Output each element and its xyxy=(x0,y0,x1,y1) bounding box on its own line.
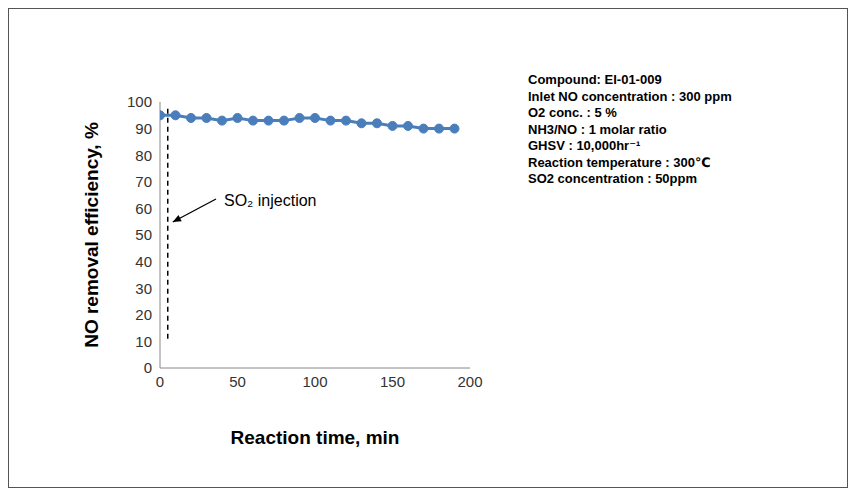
svg-text:lnlet NO concentration : 300 p: lnlet NO concentration : 300 ppm xyxy=(528,89,732,104)
svg-text:80: 80 xyxy=(135,147,152,164)
svg-text:Reaction temperature : 300℃: Reaction temperature : 300℃ xyxy=(528,155,711,170)
svg-text:50: 50 xyxy=(135,226,152,243)
svg-text:150: 150 xyxy=(380,373,405,390)
svg-text:GHSV : 10,000hr⁻¹: GHSV : 10,000hr⁻¹ xyxy=(528,138,640,153)
svg-text:SO2 concentration : 50ppm: SO2 concentration : 50ppm xyxy=(528,171,697,186)
svg-text:NO removal efficiency, %: NO removal efficiency, % xyxy=(81,122,102,348)
svg-text:100: 100 xyxy=(127,93,152,110)
svg-text:30: 30 xyxy=(135,280,152,297)
svg-text:SO₂ injection: SO₂ injection xyxy=(224,192,316,209)
svg-text:0: 0 xyxy=(144,359,152,376)
svg-text:40: 40 xyxy=(135,253,152,270)
svg-text:10: 10 xyxy=(135,333,152,350)
svg-text:200: 200 xyxy=(457,373,482,390)
svg-text:NH3/NO : 1 molar ratio: NH3/NO : 1 molar ratio xyxy=(528,122,667,137)
svg-text:100: 100 xyxy=(302,373,327,390)
svg-text:0: 0 xyxy=(156,373,164,390)
svg-text:Compound: EI-01-009: Compound: EI-01-009 xyxy=(528,72,662,87)
svg-text:O2 conc. : 5 %: O2 conc. : 5 % xyxy=(528,105,617,120)
svg-text:90: 90 xyxy=(135,120,152,137)
svg-text:60: 60 xyxy=(135,200,152,217)
svg-text:50: 50 xyxy=(229,373,246,390)
svg-text:70: 70 xyxy=(135,173,152,190)
svg-text:Reaction time, min: Reaction time, min xyxy=(231,427,400,448)
svg-text:20: 20 xyxy=(135,306,152,323)
